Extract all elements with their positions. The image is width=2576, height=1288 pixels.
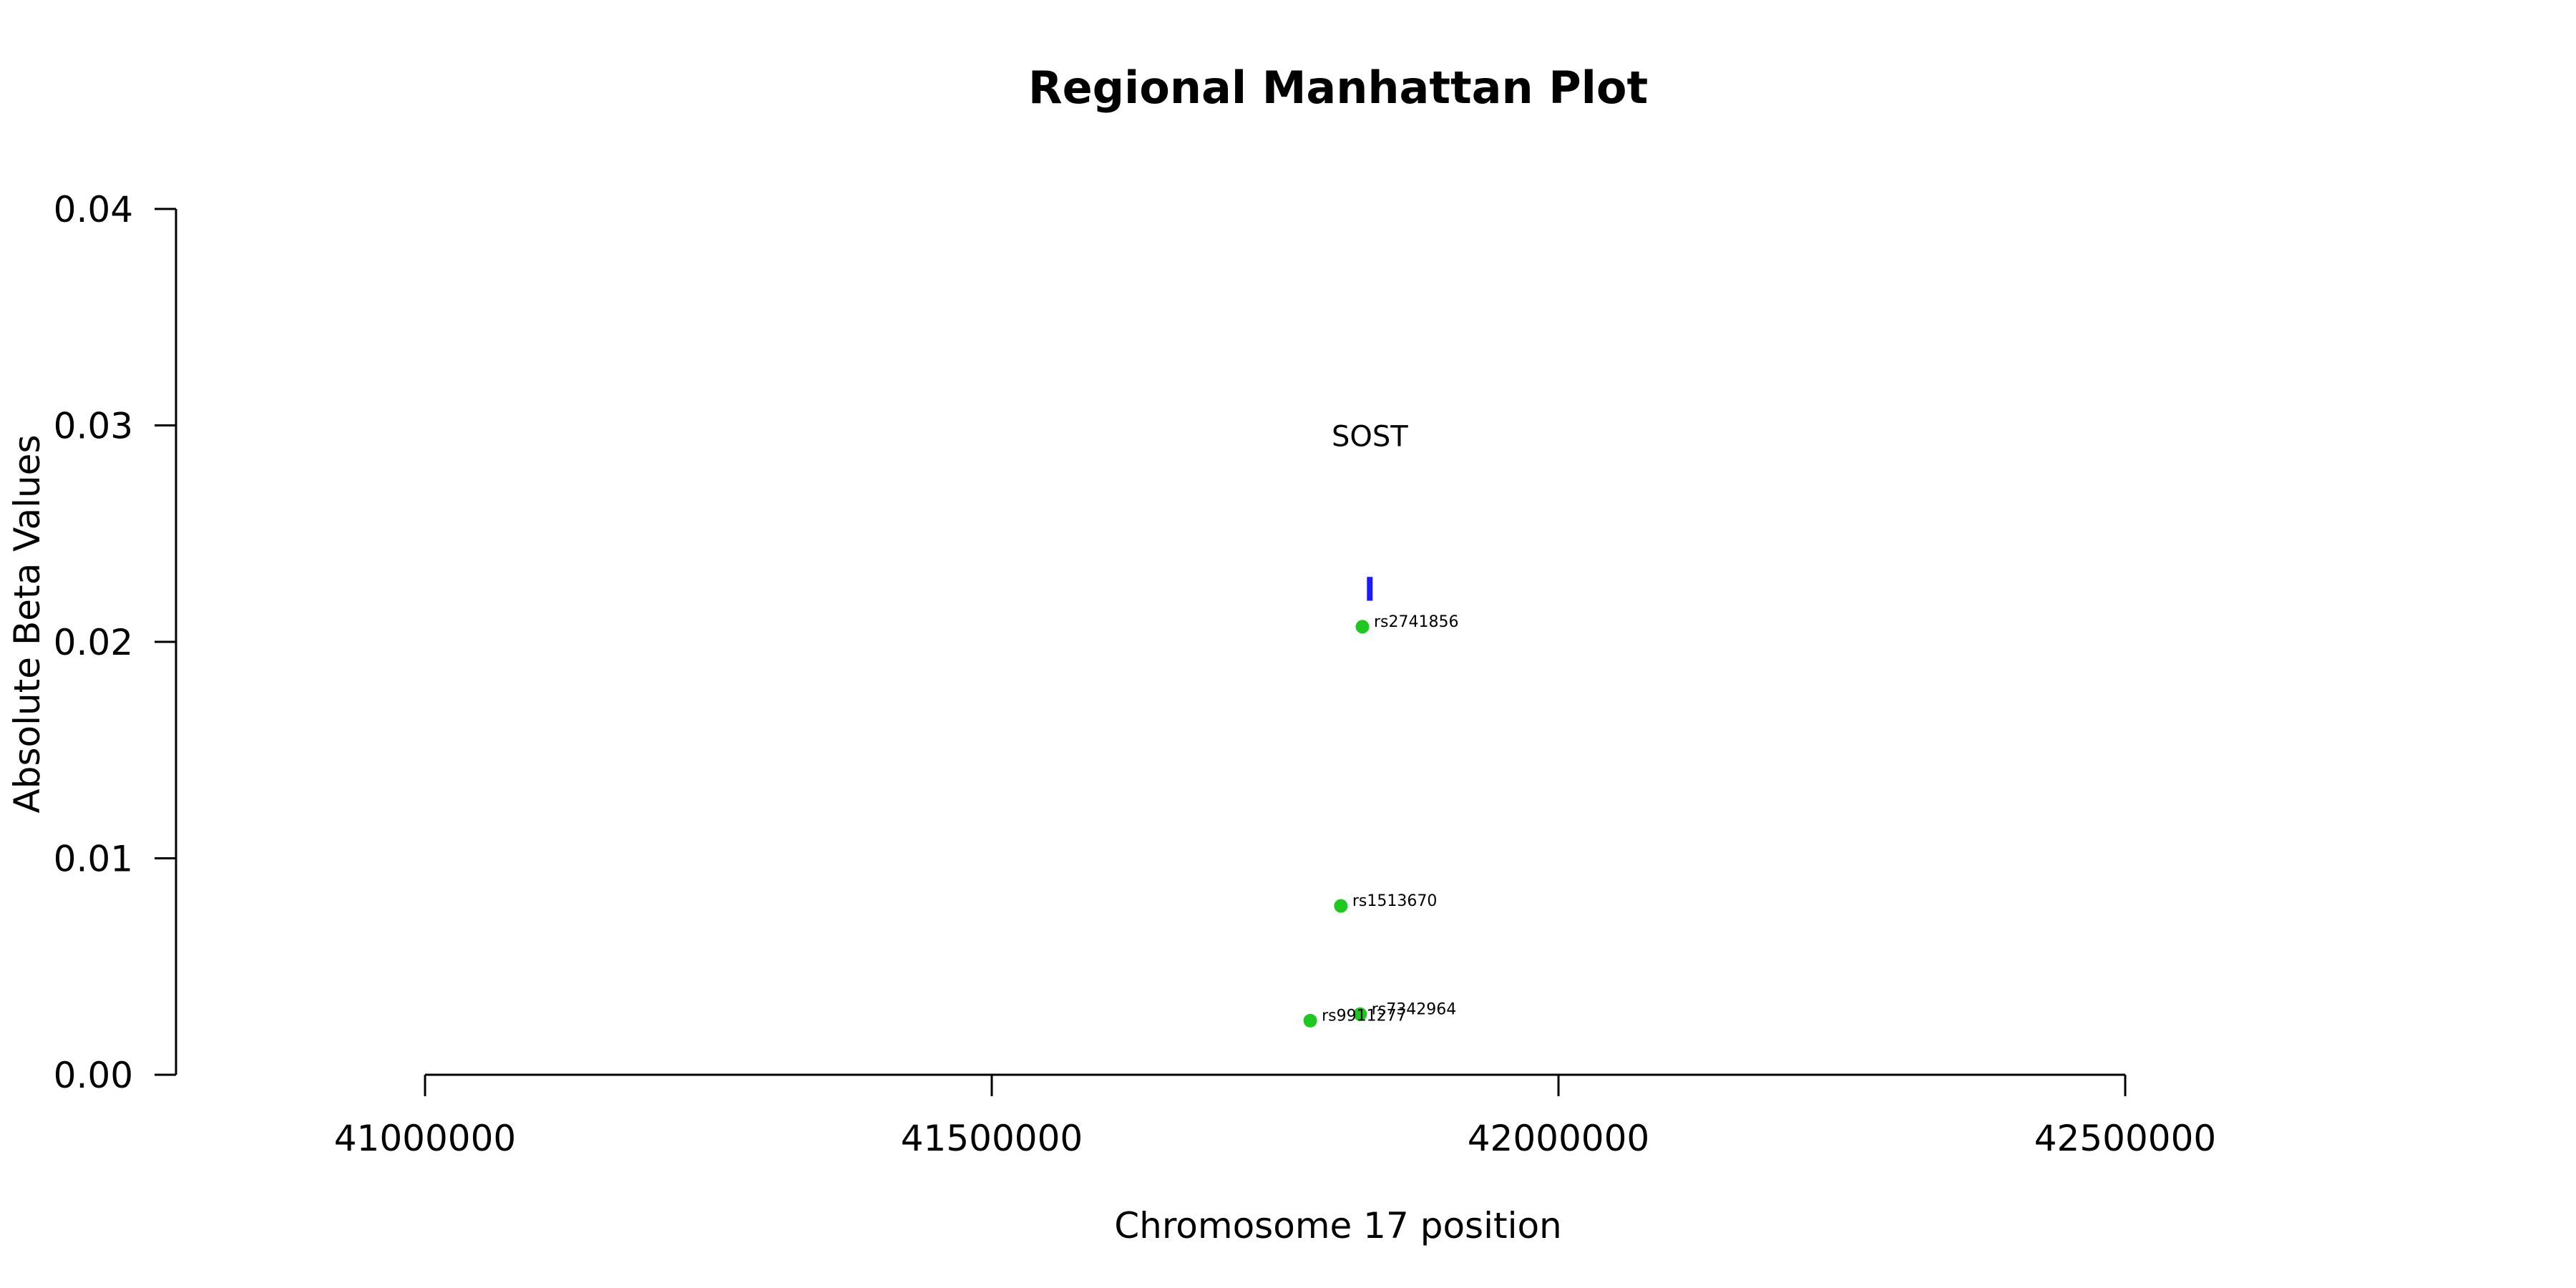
y-axis-label: Absolute Beta Values bbox=[6, 435, 48, 814]
gene-bar bbox=[1367, 577, 1373, 601]
x-tick-label: 42000000 bbox=[1468, 1118, 1650, 1159]
snp-point bbox=[1355, 620, 1370, 634]
snp-point bbox=[1334, 899, 1348, 913]
snp-label: rs9911277 bbox=[1322, 1007, 1407, 1025]
y-tick-label: 0.00 bbox=[54, 1055, 133, 1096]
y-tick-label: 0.04 bbox=[54, 189, 133, 230]
snp-point bbox=[1353, 1007, 1367, 1021]
chart-title: Regional Manhattan Plot bbox=[1028, 62, 1648, 114]
x-tick-label: 42500000 bbox=[2034, 1118, 2217, 1159]
snp-label: rs1513670 bbox=[1352, 892, 1438, 910]
gene-track: SOST bbox=[1332, 421, 1408, 601]
y-tick-label: 0.03 bbox=[54, 406, 133, 447]
y-tick-label: 0.01 bbox=[54, 839, 133, 880]
y-tick-label: 0.02 bbox=[54, 622, 133, 663]
gene-label: SOST bbox=[1332, 421, 1408, 454]
snp-label: rs7342964 bbox=[1372, 1000, 1457, 1018]
x-tick-label: 41000000 bbox=[334, 1118, 517, 1159]
axes: 41000000 41500000 42000000 42500000 0.00 0.01… bbox=[54, 189, 2217, 1159]
snp-point bbox=[1303, 1013, 1317, 1028]
x-tick-label: 41500000 bbox=[901, 1118, 1083, 1159]
x-axis-label: Chromosome 17 position bbox=[1114, 1205, 1562, 1246]
snp-label: rs2741856 bbox=[1374, 613, 1459, 631]
